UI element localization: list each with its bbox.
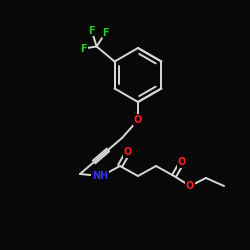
Text: NH: NH: [92, 171, 108, 181]
Text: O: O: [178, 157, 186, 167]
Text: O: O: [124, 147, 132, 157]
Text: O: O: [186, 181, 194, 191]
Text: F: F: [88, 26, 95, 36]
Text: F: F: [80, 44, 87, 54]
Text: O: O: [134, 115, 142, 125]
Text: F: F: [102, 28, 109, 38]
